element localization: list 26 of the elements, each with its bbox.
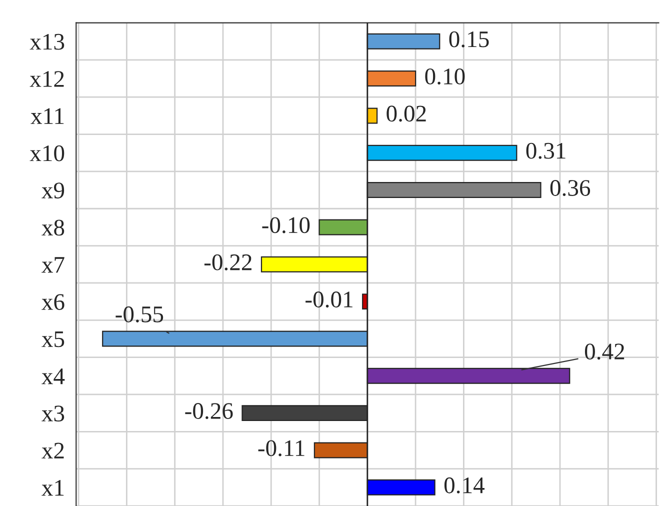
data-label: 0.42 [584, 344, 624, 360]
data-label: 0.10 [425, 68, 465, 85]
y-tick-label: x8 [42, 220, 64, 236]
y-tick-label: x4 [42, 368, 65, 384]
y-tick-label: x11 [30, 108, 64, 124]
data-label: 0.15 [449, 31, 489, 48]
y-tick-label: x10 [30, 145, 64, 162]
y-tick-label: x7 [42, 257, 64, 273]
y-tick-label: x9 [42, 182, 64, 198]
data-label: 0.14 [444, 477, 485, 494]
y-tick-label: x1 [42, 480, 64, 496]
data-label: -0.10 [262, 217, 310, 234]
y-tick-label: x13 [30, 34, 64, 50]
y-tick-label: x2 [42, 442, 64, 458]
data-label: -0.55 [116, 306, 164, 322]
data-label: -0.01 [306, 292, 352, 308]
data-label: 0.36 [550, 180, 590, 196]
data-label: 0.31 [526, 142, 566, 159]
data-label: -0.22 [204, 254, 252, 270]
data-label: -0.11 [258, 440, 304, 456]
data-label: 0.02 [386, 106, 426, 122]
y-tick-label: x12 [30, 71, 64, 87]
y-tick-label: x3 [42, 406, 64, 422]
data-label: -0.26 [185, 403, 233, 420]
y-tick-label: x5 [42, 331, 64, 348]
y-tick-label: x6 [42, 294, 64, 310]
